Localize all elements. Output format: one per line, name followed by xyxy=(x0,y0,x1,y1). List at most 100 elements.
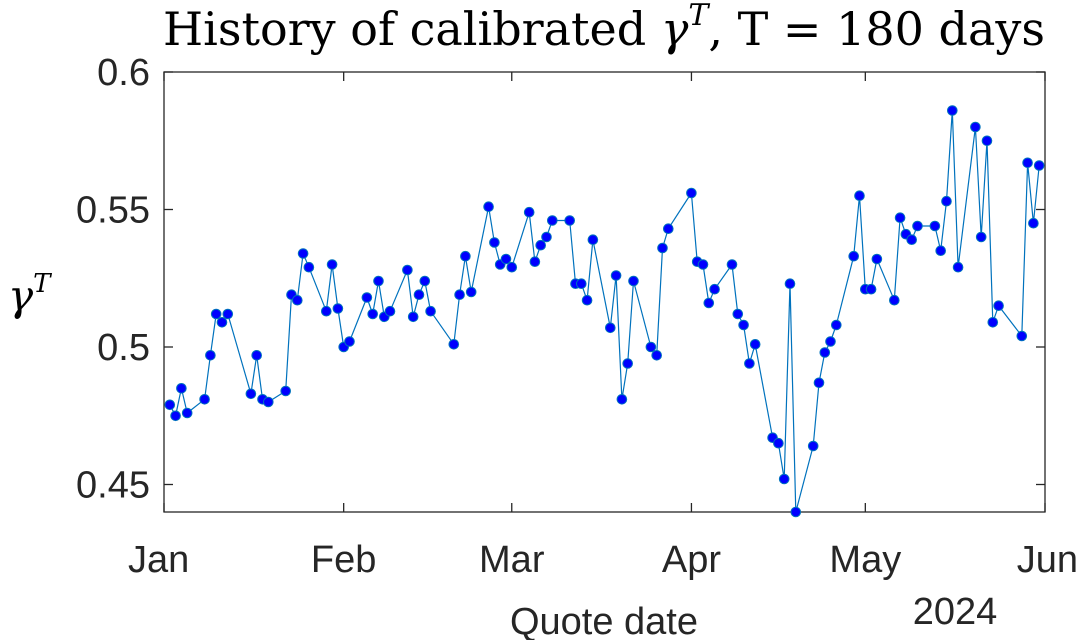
y-axis-label: γT xyxy=(8,269,52,320)
data-point xyxy=(245,388,257,400)
data-point xyxy=(929,220,941,232)
data-point xyxy=(657,242,668,254)
data-point xyxy=(210,308,222,320)
data-point xyxy=(854,190,865,201)
data-point xyxy=(564,215,576,226)
chart-title: History of calibrated γT, T = 180 days xyxy=(163,0,1045,56)
x-tick-label: Jan xyxy=(128,539,189,581)
data-point xyxy=(251,350,263,361)
data-point xyxy=(738,319,749,331)
data-point xyxy=(216,317,228,328)
data-point xyxy=(651,350,663,361)
data-point xyxy=(541,231,552,243)
data-point xyxy=(663,223,674,234)
data-point xyxy=(686,187,697,199)
data-point xyxy=(489,237,500,248)
data-point xyxy=(303,261,315,273)
data-point xyxy=(181,407,193,419)
data-point xyxy=(529,256,541,268)
data-point xyxy=(199,394,210,405)
data-point xyxy=(744,358,755,369)
data-point xyxy=(535,239,547,251)
data-point xyxy=(987,317,999,328)
y-tick-label: 0.45 xyxy=(76,465,150,507)
data-point xyxy=(645,341,657,353)
data-point xyxy=(1022,157,1033,169)
data-point xyxy=(784,278,796,290)
data-point xyxy=(894,212,906,223)
data-point xyxy=(993,300,1004,312)
data-point xyxy=(373,275,384,287)
data-point xyxy=(222,308,234,320)
data-point xyxy=(773,437,784,449)
data-point xyxy=(205,350,216,361)
x-tick-label: Mar xyxy=(479,539,545,581)
data-point xyxy=(587,234,599,245)
data-point xyxy=(952,261,964,273)
data-point xyxy=(819,347,831,358)
data-point xyxy=(413,289,425,301)
data-point xyxy=(367,308,379,320)
data-point xyxy=(326,259,338,270)
data-point xyxy=(280,385,292,397)
data-point xyxy=(749,339,761,350)
data-point xyxy=(576,278,587,290)
data-point xyxy=(622,358,634,369)
data-point xyxy=(732,308,744,320)
data-point xyxy=(448,339,460,350)
data-point xyxy=(778,473,790,485)
data-point xyxy=(807,440,819,452)
data-point xyxy=(906,234,918,245)
x-axis-label: Quote date xyxy=(510,601,698,640)
data-point xyxy=(605,322,616,334)
data-point xyxy=(176,383,187,394)
x-tick-label: Apr xyxy=(662,539,721,581)
data-point xyxy=(865,283,877,295)
plot-area-frame xyxy=(163,71,1046,513)
data-point xyxy=(947,105,958,116)
data-point xyxy=(292,294,303,306)
data-point xyxy=(332,303,344,314)
data-point xyxy=(616,394,628,405)
data-point xyxy=(263,396,274,408)
data-point xyxy=(709,283,720,295)
data-point xyxy=(628,275,639,287)
data-point xyxy=(465,286,477,298)
y-axis-ticks: 0.45 0.5 0.55 0.6 xyxy=(76,52,1045,507)
data-point xyxy=(454,289,465,301)
data-point xyxy=(697,259,709,270)
data-point xyxy=(1016,330,1028,342)
data-point xyxy=(500,253,512,265)
data-point xyxy=(483,201,494,212)
data-point xyxy=(726,259,738,270)
data-point xyxy=(384,305,396,317)
data-point xyxy=(610,270,622,281)
y-tick-label: 0.5 xyxy=(97,327,150,369)
data-point xyxy=(297,248,309,259)
data-point xyxy=(831,319,842,331)
y-tick-label: 0.55 xyxy=(76,190,150,232)
x-axis-ticks: Jan Feb Mar Apr May Jun xyxy=(128,72,1078,581)
data-point xyxy=(402,264,413,276)
data-point xyxy=(581,294,593,306)
data-point xyxy=(703,297,715,309)
data-point xyxy=(506,261,518,273)
y-tick-label: 0.6 xyxy=(97,52,150,94)
data-point xyxy=(981,135,993,147)
data-point xyxy=(407,311,419,323)
x-tick-label: May xyxy=(829,539,901,581)
data-point xyxy=(975,231,987,243)
data-point xyxy=(825,336,836,347)
data-point xyxy=(425,305,436,317)
data-point xyxy=(547,215,558,226)
data-point xyxy=(970,121,981,133)
data-point xyxy=(935,245,947,256)
data-point xyxy=(460,250,471,262)
data-point xyxy=(344,336,355,347)
data-point xyxy=(912,220,923,232)
data-point xyxy=(813,377,825,389)
data-point xyxy=(321,305,332,317)
data-point xyxy=(523,206,535,218)
